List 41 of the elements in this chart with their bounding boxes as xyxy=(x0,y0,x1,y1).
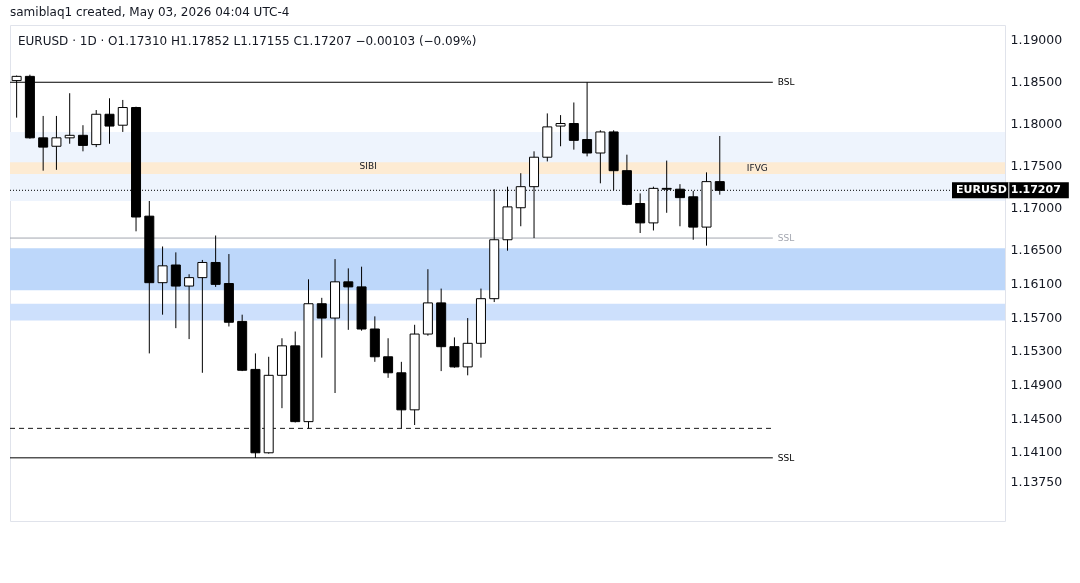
y-tick-label: 1.18000 xyxy=(1010,116,1063,132)
candlestick xyxy=(210,235,221,288)
candlestick xyxy=(184,273,195,340)
candlestick xyxy=(170,251,181,329)
candlestick xyxy=(568,101,579,151)
candlestick xyxy=(714,135,725,196)
candlestick xyxy=(343,267,354,331)
candlestick xyxy=(104,97,115,145)
y-tick-label: 1.14900 xyxy=(1010,377,1063,393)
y-tick-label: 1.16100 xyxy=(1010,276,1063,292)
candlestick xyxy=(197,259,208,374)
y-tick-label: 1.16500 xyxy=(1010,242,1063,258)
y-tick-label: 1.18500 xyxy=(1010,73,1063,89)
candlestick xyxy=(462,317,473,376)
ref-line-label: BSL xyxy=(777,77,795,88)
candlestick xyxy=(383,337,394,379)
candlestick xyxy=(316,297,327,359)
band-label: IFVG xyxy=(746,163,768,174)
candlestick xyxy=(157,245,168,316)
candlestick xyxy=(449,336,460,369)
candlestick xyxy=(555,114,566,147)
ref-line-label: SSL xyxy=(777,233,795,244)
candlestick xyxy=(595,129,606,184)
ref-line-label: SSL xyxy=(777,452,795,463)
candlestick xyxy=(51,115,62,171)
candlestick xyxy=(38,115,49,172)
chart-title: samiblaq1 created, May 03, 2026 04:04 UTC-4 xyxy=(10,5,290,19)
y-tick-label: 1.19000 xyxy=(1010,31,1063,47)
band-label: SIBI xyxy=(359,161,377,172)
candlestick xyxy=(77,124,88,152)
text: EURUSD · 1D · O1.17310 H1.17852 L1.17155 C1.17207 −0.00103 (−0.09%) xyxy=(18,34,477,48)
ref-line-label: EURUSD 1.17207 xyxy=(956,183,1061,197)
y-tick-label: 1.15700 xyxy=(1010,309,1063,325)
y-tick-label: 1.13750 xyxy=(1010,473,1063,489)
y-tick-label: 1.14500 xyxy=(1010,410,1063,426)
y-tick-label: 1.17000 xyxy=(1010,200,1063,216)
y-tick-label: 1.14100 xyxy=(1010,444,1063,460)
y-tick-label: 1.15300 xyxy=(1010,343,1063,359)
candlestick xyxy=(635,192,646,234)
y-tick-label: 1.17500 xyxy=(1010,158,1063,174)
candlestick xyxy=(117,99,128,133)
